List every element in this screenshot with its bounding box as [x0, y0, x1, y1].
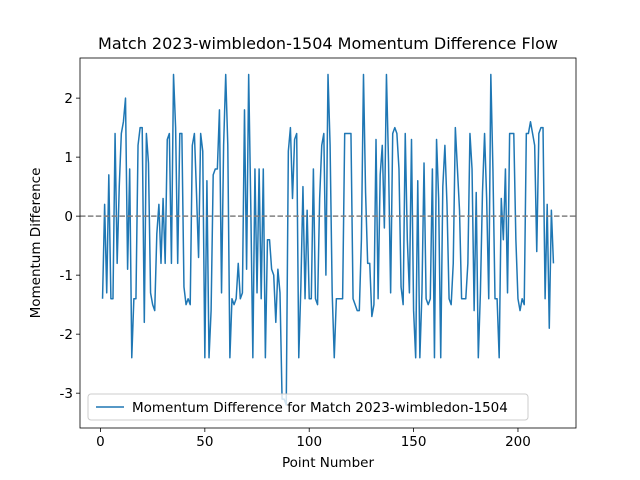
legend-label: Momentum Difference for Match 2023-wimbl… — [132, 400, 508, 416]
y-tick-label: 2 — [64, 91, 73, 107]
y-tick-label: -3 — [60, 386, 73, 402]
x-tick-label: 150 — [401, 434, 427, 450]
x-tick-label: 0 — [96, 434, 105, 450]
y-tick-label: 1 — [64, 150, 73, 166]
x-tick-label: 200 — [505, 434, 531, 450]
data-line — [101, 73, 555, 406]
axes-frame — [79, 57, 577, 429]
chart-title: Match 2023-wimbledon-1504 Momentum Diffe… — [98, 34, 558, 53]
y-tick-label: -2 — [60, 327, 73, 343]
y-axis-label: Momentum Difference — [28, 168, 44, 319]
legend-box — [87, 393, 529, 421]
x-tick-label: 50 — [196, 434, 213, 450]
plot-area — [80, 73, 576, 406]
x-axis-label: Point Number — [282, 455, 374, 471]
x-tick-label: 100 — [296, 434, 322, 450]
y-tick-label: 0 — [64, 209, 73, 225]
y-tick-label: -1 — [60, 268, 73, 284]
